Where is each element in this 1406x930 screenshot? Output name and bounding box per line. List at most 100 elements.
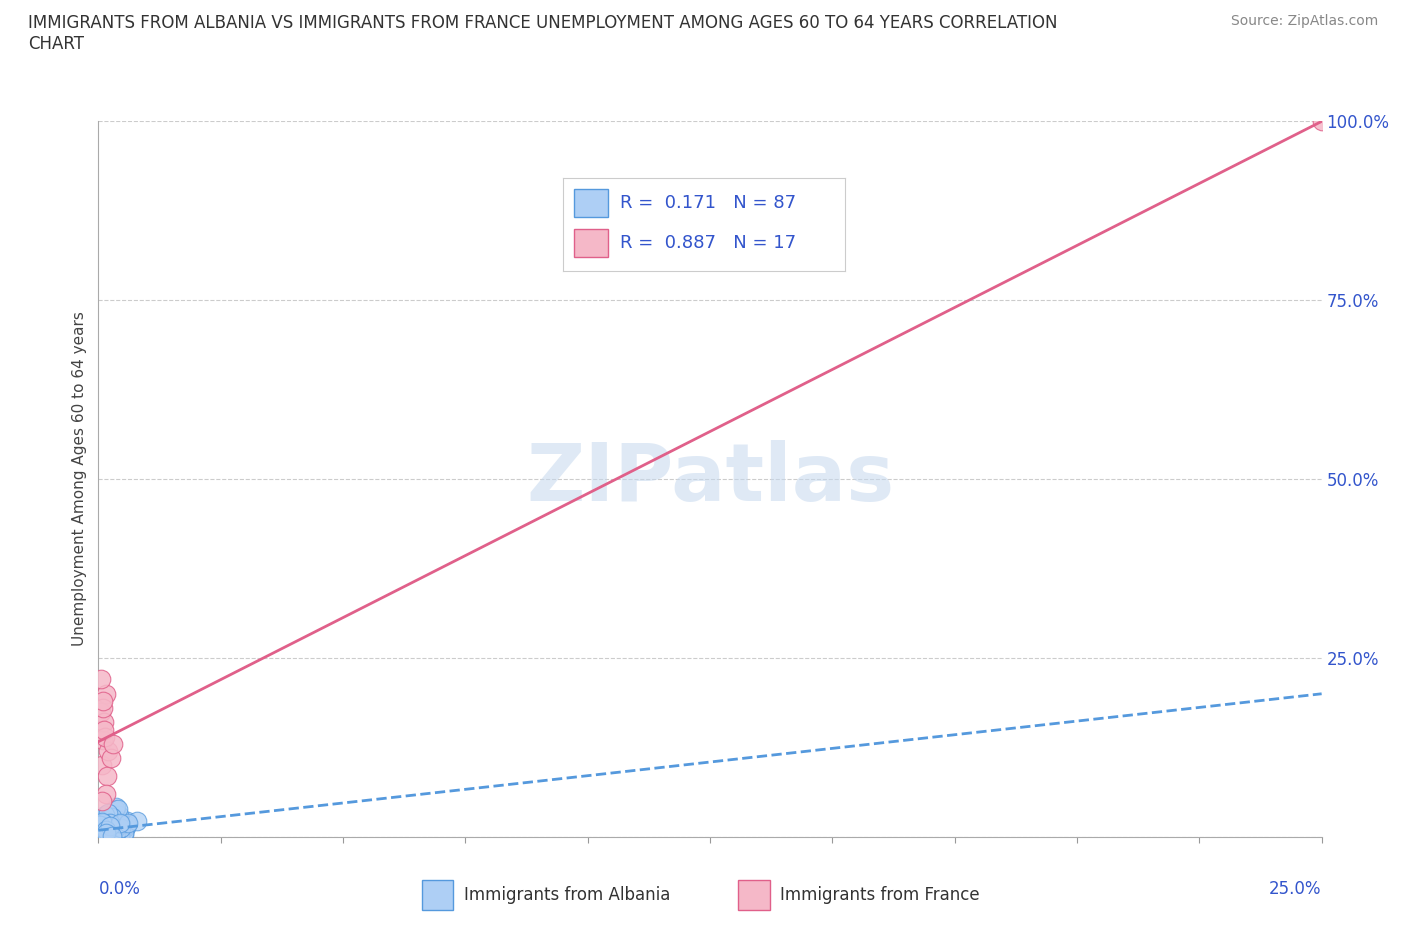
Point [96, 830, 118, 844]
Point [112, 826, 135, 841]
Point [90, 672, 112, 687]
Point [96, 787, 118, 802]
Point [110, 817, 132, 831]
Bar [575, 230, 609, 258]
Point [87, 824, 110, 839]
Point [117, 816, 139, 830]
Bar [738, 880, 770, 910]
Point [104, 830, 127, 844]
Point [93, 817, 115, 831]
Point [100, 817, 122, 832]
Point [90, 817, 112, 831]
Point [101, 829, 124, 844]
Point [90, 825, 112, 840]
Text: Immigrants from Albania: Immigrants from Albania [464, 886, 671, 904]
Point [101, 818, 124, 833]
Point [91, 700, 114, 715]
Point [91, 826, 114, 841]
Point [90, 815, 112, 830]
Point [94, 828, 117, 843]
Point [94, 825, 117, 840]
Point [96, 821, 118, 836]
Point [94, 822, 117, 837]
Point [103, 817, 125, 832]
Point [89, 825, 111, 840]
Point [90, 821, 112, 836]
Point [115, 814, 138, 829]
Point [90, 794, 112, 809]
Point [108, 813, 131, 828]
Point [108, 816, 131, 830]
Point [125, 813, 148, 828]
Point [104, 801, 127, 816]
Point [91, 694, 114, 709]
Point [94, 729, 117, 744]
Point [100, 751, 122, 765]
Point [104, 826, 127, 841]
Text: 25.0%: 25.0% [1270, 880, 1322, 898]
Point [91, 828, 114, 843]
Point [90, 812, 112, 827]
Point [93, 722, 115, 737]
Point [107, 818, 129, 833]
Point [112, 827, 135, 842]
Point [96, 830, 118, 844]
Point [110, 823, 132, 838]
Point [94, 826, 117, 841]
Point [101, 809, 124, 824]
Point [91, 816, 114, 830]
Point [90, 820, 112, 835]
Bar [422, 880, 453, 910]
Bar [575, 190, 609, 218]
Point [115, 817, 138, 832]
Point [96, 829, 118, 844]
Text: IMMIGRANTS FROM ALBANIA VS IMMIGRANTS FROM FRANCE UNEMPLOYMENT AMONG AGES 60 TO : IMMIGRANTS FROM ALBANIA VS IMMIGRANTS FR… [28, 14, 1057, 32]
Text: CHART: CHART [28, 35, 84, 53]
Point [110, 822, 132, 837]
Point [89, 830, 111, 844]
Point [98, 828, 121, 843]
Point [91, 758, 114, 773]
Point [89, 830, 111, 844]
Point [93, 810, 115, 825]
Point [91, 733, 114, 748]
Point [97, 806, 120, 821]
Point [91, 825, 114, 840]
Point [98, 817, 121, 832]
Point [101, 737, 124, 751]
Point [93, 825, 115, 840]
Point [93, 829, 115, 844]
Point [93, 829, 115, 844]
Point [100, 815, 122, 830]
Point [93, 820, 115, 835]
Point [89, 827, 111, 842]
Point [94, 817, 117, 832]
Point [91, 825, 114, 840]
Point [90, 826, 112, 841]
Point [98, 828, 121, 843]
Point [103, 826, 125, 841]
Point [98, 824, 121, 839]
Point [100, 830, 122, 844]
Point [89, 817, 111, 832]
Point [91, 825, 114, 840]
Point [110, 820, 132, 835]
Point [108, 830, 131, 844]
Point [114, 819, 136, 834]
Point [96, 822, 118, 837]
Point [90, 812, 112, 827]
Point [108, 826, 131, 841]
Text: ZIPatlas: ZIPatlas [526, 440, 894, 518]
Point [97, 824, 120, 839]
Point [100, 824, 122, 839]
Point [98, 818, 121, 833]
Text: Source: ZipAtlas.com: Source: ZipAtlas.com [1230, 14, 1378, 28]
Point [96, 769, 118, 784]
Point [89, 821, 111, 836]
Point [94, 827, 117, 842]
Point [87, 819, 110, 834]
Text: R =  0.887   N = 17: R = 0.887 N = 17 [620, 234, 796, 252]
Point [91, 814, 114, 829]
Point [89, 830, 111, 844]
Point [94, 686, 117, 701]
